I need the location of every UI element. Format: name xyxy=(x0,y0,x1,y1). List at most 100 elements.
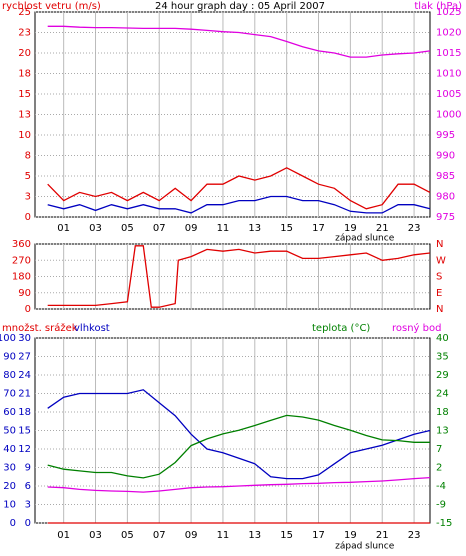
y-tick-label: 90 xyxy=(3,352,16,363)
y2-tick-label: 2 xyxy=(436,463,442,474)
x-tick-label: 13 xyxy=(248,223,261,234)
y2-tick-label: 1010 xyxy=(436,69,461,80)
x-tick-label: 19 xyxy=(344,530,357,541)
x-tick-label: 01 xyxy=(57,530,70,541)
y2-tick-label: 985 xyxy=(436,171,455,182)
y2-tick-label: -4 xyxy=(436,481,446,492)
x-tick-label: 23 xyxy=(408,223,421,234)
y2-tick-label: 18 xyxy=(436,407,449,418)
pressure-axis-label: tlak (hPa) xyxy=(414,1,462,12)
x-tick-label: 15 xyxy=(280,530,293,541)
x-tick-label: 11 xyxy=(217,223,230,234)
y3-tick-label: 18 xyxy=(18,407,31,418)
x-tick-label: 21 xyxy=(376,530,389,541)
y2-tick-label: -9 xyxy=(436,500,446,511)
y-tick-label: 0 xyxy=(25,304,31,315)
legend-humidity: vlhkost xyxy=(74,323,110,334)
y2-tick-label: 13 xyxy=(436,426,449,437)
y3-tick-label: 3 xyxy=(25,500,31,511)
y-tick-label: 50 xyxy=(3,426,16,437)
plot-area xyxy=(34,243,431,310)
y-tick-label: 30 xyxy=(3,463,16,474)
y-tick-label: 0 xyxy=(10,518,16,529)
y2-tick-label: N xyxy=(436,239,443,250)
y2-tick-label: 1000 xyxy=(436,110,461,121)
y-tick-label: 270 xyxy=(12,255,31,266)
y3-tick-label: 24 xyxy=(18,370,31,381)
y-tick-label: 90 xyxy=(18,288,31,299)
y-tick-label: 40 xyxy=(3,444,16,455)
wind-axis-label: rychlost vetru (m/s) xyxy=(2,1,101,12)
y-tick-label: 13 xyxy=(18,110,31,121)
y2-tick-label: 1005 xyxy=(436,89,461,100)
y-tick-label: 25 xyxy=(18,7,31,18)
legend-temperature: teplota (°C) xyxy=(312,323,370,334)
y3-tick-label: 15 xyxy=(18,426,31,437)
sunset-label: západ slunce xyxy=(335,234,395,244)
x-tick-label: 23 xyxy=(408,530,421,541)
y3-tick-label: 21 xyxy=(18,389,31,400)
y2-tick-label: S xyxy=(436,272,442,283)
x-tick-label: 17 xyxy=(312,223,325,234)
x-tick-label: 05 xyxy=(121,223,134,234)
legend-dewpoint: rosný bod xyxy=(392,322,441,334)
y2-tick-label: W xyxy=(436,255,446,266)
x-tick-label: 13 xyxy=(248,530,261,541)
y-tick-label: 0 xyxy=(25,212,31,223)
x-tick-label: 05 xyxy=(121,530,134,541)
y3-tick-label: 9 xyxy=(25,463,31,474)
y-tick-label: 360 xyxy=(12,239,31,250)
x-tick-label: 07 xyxy=(153,223,166,234)
y2-tick-label: 980 xyxy=(436,192,455,203)
y-tick-label: 70 xyxy=(3,389,16,400)
x-tick-label: 03 xyxy=(89,223,102,234)
y2-tick-label: E xyxy=(436,288,442,299)
y2-tick-label: 29 xyxy=(436,370,449,381)
y-tick-label: 8 xyxy=(25,151,31,162)
y-tick-label: 23 xyxy=(18,28,31,39)
plot-area xyxy=(34,337,431,524)
y-tick-label: 10 xyxy=(18,130,31,141)
y-tick-label: 18 xyxy=(18,69,31,80)
x-tick-label: 09 xyxy=(185,223,198,234)
y2-tick-label: 24 xyxy=(436,389,449,400)
y2-tick-label: 1025 xyxy=(436,7,461,18)
x-tick-label: 07 xyxy=(153,530,166,541)
series-line xyxy=(47,476,431,493)
y3-tick-label: 6 xyxy=(25,481,31,492)
y-tick-label: 15 xyxy=(18,89,31,100)
y-tick-label: 60 xyxy=(3,407,16,418)
y2-tick-label: 35 xyxy=(436,352,449,363)
y2-tick-label: -15 xyxy=(436,518,452,529)
x-tick-label: 21 xyxy=(376,223,389,234)
sunset-label: západ slunce xyxy=(335,542,395,552)
series-line xyxy=(47,167,431,210)
y-tick-label: 180 xyxy=(12,272,31,283)
series-line xyxy=(47,25,431,58)
series-line xyxy=(47,245,431,308)
y3-tick-label: 12 xyxy=(18,444,31,455)
x-tick-label: 17 xyxy=(312,530,325,541)
y-tick-label: 3 xyxy=(25,192,31,203)
y-tick-label: 20 xyxy=(18,48,31,59)
y2-tick-label: 995 xyxy=(436,130,455,141)
y3-tick-label: 30 xyxy=(18,333,31,344)
y-tick-label: 100 xyxy=(0,333,16,344)
y2-tick-label: 40 xyxy=(436,333,449,344)
chart-title: 24 hour graph day : 05 April 2007 xyxy=(155,1,325,12)
series-line xyxy=(47,389,431,480)
y2-tick-label: 990 xyxy=(436,151,455,162)
x-tick-label: 19 xyxy=(344,223,357,234)
y-tick-label: 20 xyxy=(3,481,16,492)
x-tick-label: 11 xyxy=(217,530,230,541)
x-tick-label: 15 xyxy=(280,223,293,234)
y2-tick-label: 7 xyxy=(436,444,442,455)
y-tick-label: 10 xyxy=(3,500,16,511)
series-line xyxy=(47,195,431,214)
x-tick-label: 01 xyxy=(57,223,70,234)
y2-tick-label: 975 xyxy=(436,212,455,223)
y2-tick-label: N xyxy=(436,304,443,315)
x-tick-label: 09 xyxy=(185,530,198,541)
y3-tick-label: 0 xyxy=(25,518,31,529)
